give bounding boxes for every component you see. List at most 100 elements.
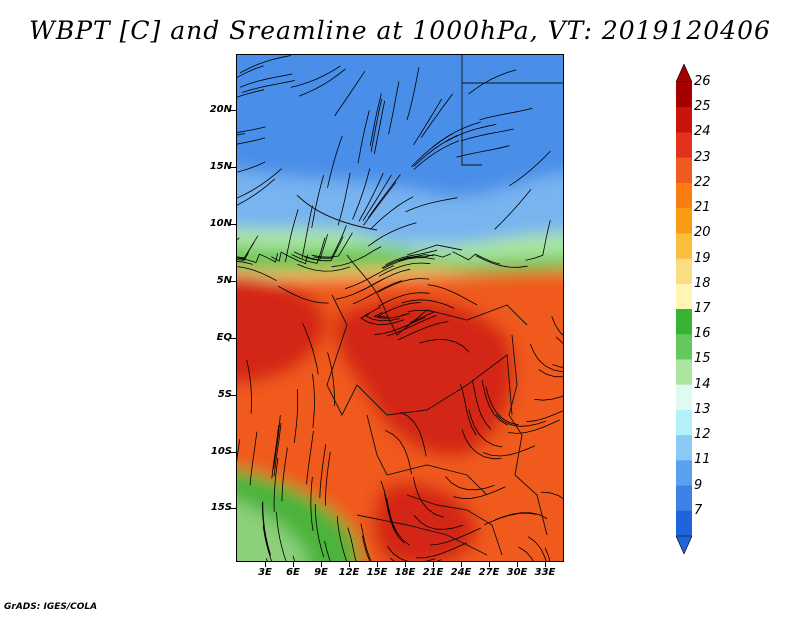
streamline <box>410 132 454 168</box>
streamline <box>445 124 497 143</box>
streamline <box>358 173 384 222</box>
streamline <box>362 174 392 222</box>
streamline <box>290 65 341 88</box>
streamline <box>386 498 410 546</box>
lon-tick <box>321 562 322 567</box>
streamline <box>281 447 288 502</box>
streamline <box>388 81 400 135</box>
lat-label-eq: EQ <box>216 332 232 343</box>
colorbar-segment <box>676 82 692 108</box>
streamline <box>344 265 394 290</box>
colorbar-label: 17 <box>694 301 711 316</box>
lon-tick <box>293 562 294 567</box>
streamline <box>271 251 308 265</box>
streamline <box>540 491 563 500</box>
colorbar-label: 11 <box>694 452 711 468</box>
streamline <box>304 236 344 262</box>
streamline <box>271 425 280 479</box>
streamline <box>382 257 435 270</box>
streamline <box>237 261 253 265</box>
streamline <box>452 251 501 265</box>
colorbar-label: 22 <box>694 174 711 190</box>
colorbar-segment <box>676 435 692 461</box>
colorbar-segment <box>676 384 692 411</box>
colorbar-segment <box>676 334 692 360</box>
lat-label-5n: 5N <box>216 275 232 286</box>
lat-tick <box>230 452 236 453</box>
streamline <box>374 316 426 335</box>
streamline <box>370 98 383 152</box>
streamline <box>367 222 417 247</box>
streamline <box>237 266 277 282</box>
streamline <box>461 429 502 460</box>
colorbar-segment <box>676 233 692 260</box>
colorbar-segment <box>676 309 692 335</box>
streamline <box>412 476 444 518</box>
grads-credit: GrADS: IGES/COLA <box>4 602 98 612</box>
streamline <box>413 515 464 530</box>
streamline <box>429 527 481 546</box>
streamline <box>413 134 458 167</box>
colorbar-label: 19 <box>694 250 711 266</box>
lon-label-6e: 6E <box>286 567 300 578</box>
lon-label-3e: 3E <box>258 567 272 578</box>
lat-tick <box>230 224 236 225</box>
streamline <box>360 523 372 561</box>
streamline <box>364 306 400 322</box>
colorbar-segment <box>676 460 692 487</box>
streamline <box>481 380 508 426</box>
streamline <box>377 302 421 318</box>
streamline <box>495 414 547 427</box>
streamline <box>298 68 346 97</box>
streamline <box>525 220 551 261</box>
lat-tick <box>230 281 236 282</box>
streamline <box>373 311 410 319</box>
streamline <box>534 395 563 401</box>
lon-tick <box>545 562 546 567</box>
streamline <box>479 107 533 121</box>
streamline <box>484 512 537 526</box>
streamline <box>237 161 266 173</box>
streamline <box>336 516 347 561</box>
streamline <box>277 285 329 304</box>
streamline <box>384 493 405 544</box>
streamline <box>334 70 366 117</box>
colorbar-label: 12 <box>694 427 711 443</box>
wbpt-field-map <box>237 55 563 561</box>
colorbar-bottom-arrow <box>676 535 692 554</box>
streamline <box>420 93 453 138</box>
streamline <box>302 322 319 375</box>
lon-label-21e: 21E <box>422 567 444 578</box>
streamline <box>357 110 370 164</box>
streamline <box>237 178 276 206</box>
lat-label-10n: 10N <box>209 218 232 229</box>
streamline <box>529 343 563 373</box>
lon-label-18e: 18E <box>394 567 416 578</box>
streamline <box>381 254 434 269</box>
streamline <box>413 98 443 146</box>
streamline <box>419 339 470 353</box>
streamline <box>386 315 437 337</box>
streamline <box>485 386 519 426</box>
colorbar-label: 26 <box>694 74 711 89</box>
streamline <box>306 430 314 485</box>
streamline <box>460 128 514 142</box>
streamline <box>427 284 478 306</box>
streamline <box>273 415 281 469</box>
lon-label-12e: 12E <box>338 567 360 578</box>
streamline <box>324 540 331 561</box>
streamline <box>237 252 249 261</box>
streamline <box>237 439 241 462</box>
streamline <box>483 445 536 457</box>
lat-label-5s: 5S <box>217 389 232 400</box>
lat-label-20n: 20N <box>209 104 232 115</box>
streamline <box>237 89 265 98</box>
streamline <box>378 262 431 277</box>
country-borders <box>296 55 563 556</box>
streamline <box>362 535 371 561</box>
lon-tick <box>489 562 490 567</box>
streamline <box>401 299 455 309</box>
streamline <box>453 486 506 500</box>
streamline <box>291 237 326 264</box>
streamline <box>398 253 452 262</box>
